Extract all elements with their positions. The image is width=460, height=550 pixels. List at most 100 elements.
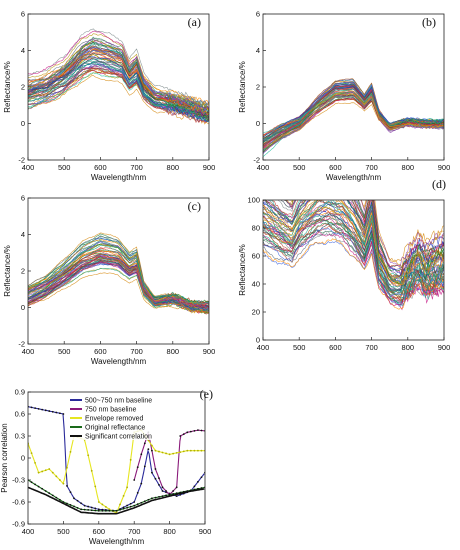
significant-point xyxy=(193,449,196,452)
significant-point xyxy=(179,451,182,454)
significant-point xyxy=(37,485,40,488)
significant-point xyxy=(165,452,167,455)
spectrum-line xyxy=(283,200,444,277)
x-tick-label: 700 xyxy=(365,343,378,352)
series-group xyxy=(263,78,444,158)
significant-point xyxy=(200,487,203,489)
y-tick-label: 0 xyxy=(256,119,260,128)
significant-point xyxy=(62,482,65,485)
y-tick-label: 4 xyxy=(21,46,25,55)
spectrum-line xyxy=(263,200,444,276)
significant-point xyxy=(129,505,132,508)
significant-point xyxy=(143,465,146,468)
significant-point xyxy=(30,452,33,455)
y-tick-label: 4 xyxy=(21,230,25,239)
y-axis-label: Reflectance/% xyxy=(3,245,12,297)
spectrum-line xyxy=(263,98,444,145)
x-tick-label: 600 xyxy=(94,163,107,172)
y-tick-label: 40 xyxy=(252,280,260,289)
significant-point xyxy=(66,502,68,505)
y-tick-label: -2 xyxy=(253,156,260,165)
significant-point xyxy=(44,469,47,472)
significant-point xyxy=(41,487,44,490)
significant-point xyxy=(30,406,33,409)
y-tick-label: 2 xyxy=(256,83,260,92)
x-tick-label: 600 xyxy=(329,163,342,172)
significant-point xyxy=(55,411,58,414)
significant-point xyxy=(154,477,157,480)
y-tick-label: 0.3 xyxy=(15,432,25,441)
spectrum-line xyxy=(28,236,209,308)
spectrum-line xyxy=(28,244,209,306)
y-tick-label: 20 xyxy=(252,308,260,317)
spectrum-line xyxy=(28,255,209,310)
chart-panel-3: 400 500 600 700 800 900 -2 0 2 4 6 Wavelength/nm Ref… xyxy=(3,194,215,367)
significant-point xyxy=(151,497,153,500)
y-tick-label: 6 xyxy=(256,10,260,19)
y-tick-label: -0.3 xyxy=(12,476,25,485)
spectrum-line xyxy=(263,200,444,288)
significant-point xyxy=(186,431,189,434)
significant-point xyxy=(189,430,192,433)
significant-point xyxy=(83,508,86,511)
spectrum-line xyxy=(263,218,444,307)
significant-point xyxy=(147,498,150,501)
significant-point xyxy=(87,509,90,511)
spectrum-line xyxy=(28,254,209,314)
spectrum-line xyxy=(28,48,209,116)
spectrum-line xyxy=(28,243,209,304)
significant-point xyxy=(136,491,139,494)
significant-point xyxy=(197,429,199,432)
plot-border xyxy=(262,199,445,341)
panel-label: (e) xyxy=(200,387,213,401)
significant-point xyxy=(143,442,146,445)
x-tick-label: 700 xyxy=(365,163,378,172)
x-tick-label: 600 xyxy=(329,343,342,352)
spectrum-line xyxy=(285,200,444,262)
significant-point xyxy=(48,492,51,495)
significant-point xyxy=(112,509,114,512)
x-tick-label: 400 xyxy=(257,343,270,352)
significant-point xyxy=(122,506,125,509)
y-tick-label: 6 xyxy=(21,10,25,19)
y-tick-label: 0 xyxy=(256,336,260,345)
y-tick-label: 2 xyxy=(21,83,25,92)
significant-point xyxy=(55,496,58,499)
significant-point xyxy=(119,503,121,506)
legend-entry: 500~750 nm baseline xyxy=(85,398,152,405)
significant-point xyxy=(143,500,146,503)
spectrum-line xyxy=(28,72,209,116)
significant-point xyxy=(136,466,139,469)
significant-point xyxy=(133,501,136,503)
legend-entry: 750 nm baseline xyxy=(85,407,136,414)
significant-point xyxy=(87,505,90,508)
spectrum-line xyxy=(290,200,444,269)
significant-point xyxy=(129,458,132,461)
x-axis-label: Wavelength/nm xyxy=(91,173,147,182)
x-tick-label: 800 xyxy=(167,347,180,356)
significant-point xyxy=(200,429,203,432)
significant-point xyxy=(97,509,100,512)
significant-point xyxy=(122,494,125,497)
x-tick-label: 800 xyxy=(402,343,415,352)
y-tick-label: -2 xyxy=(18,156,25,165)
significant-point xyxy=(197,449,199,452)
significant-point xyxy=(140,482,143,485)
spectrum-line xyxy=(28,64,209,118)
y-tick-label: 6 xyxy=(21,194,25,203)
significant-point xyxy=(193,485,196,488)
x-axis-label: Wavelength/nm xyxy=(91,357,147,366)
significant-point xyxy=(62,413,65,415)
spectrum-line xyxy=(28,74,209,125)
significant-point xyxy=(151,449,153,452)
x-tick-label: 800 xyxy=(402,163,415,172)
significant-point xyxy=(168,453,171,456)
significant-point xyxy=(87,454,90,457)
series-group xyxy=(263,200,444,311)
significant-point xyxy=(97,508,100,511)
significant-point xyxy=(175,495,178,498)
spectrum-line xyxy=(264,200,444,276)
significant-point xyxy=(200,476,203,479)
significant-point xyxy=(90,506,93,509)
legend-entry: Envelope removed xyxy=(85,416,143,423)
